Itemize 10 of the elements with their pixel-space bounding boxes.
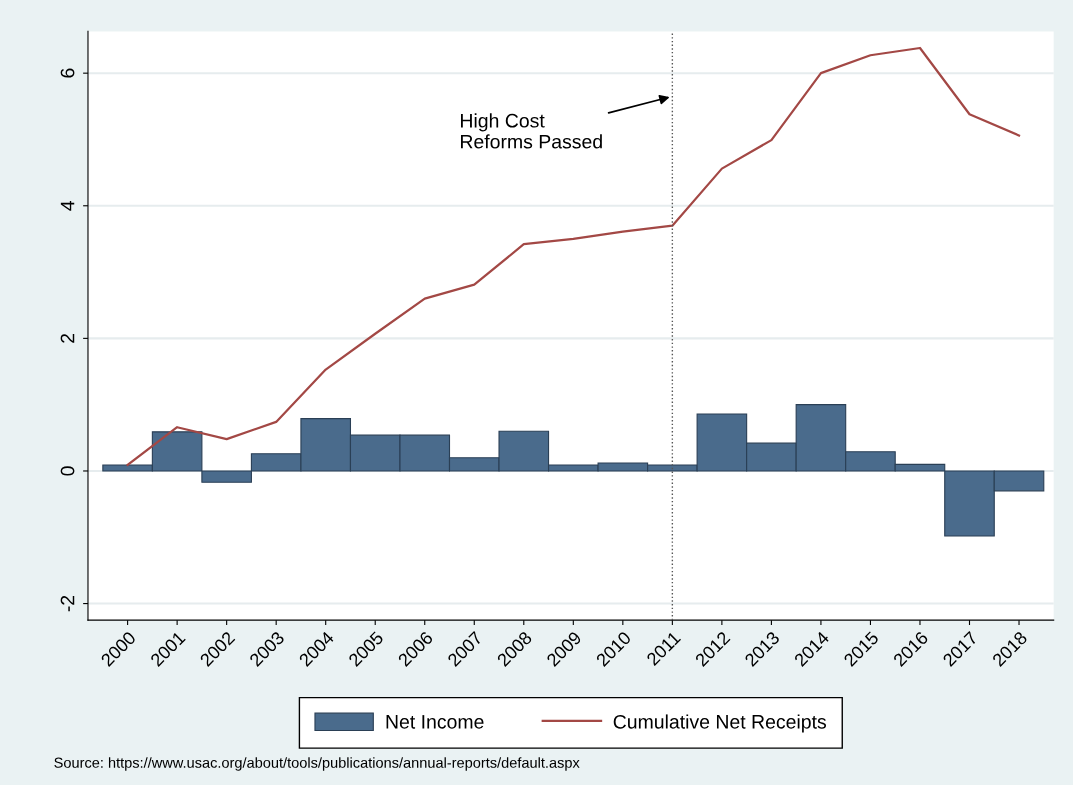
y-tick-label: 2	[60, 333, 75, 343]
y-tick-label: 0	[60, 466, 75, 476]
legend-label: Net Income	[386, 715, 484, 729]
y-tick-label: -2	[60, 595, 75, 612]
legend-label: Cumulative Net Receipts	[613, 714, 826, 733]
annotation: High Cost Reforms Passed	[461, 113, 602, 149]
y-tick-label: 6	[60, 68, 75, 78]
y-tick-label: 4	[60, 200, 75, 211]
source-note: Source: https://www.usac.org/about/tools/publications/annual-reports/default.aspx	[54, 757, 580, 771]
line-series	[126, 46, 1021, 467]
